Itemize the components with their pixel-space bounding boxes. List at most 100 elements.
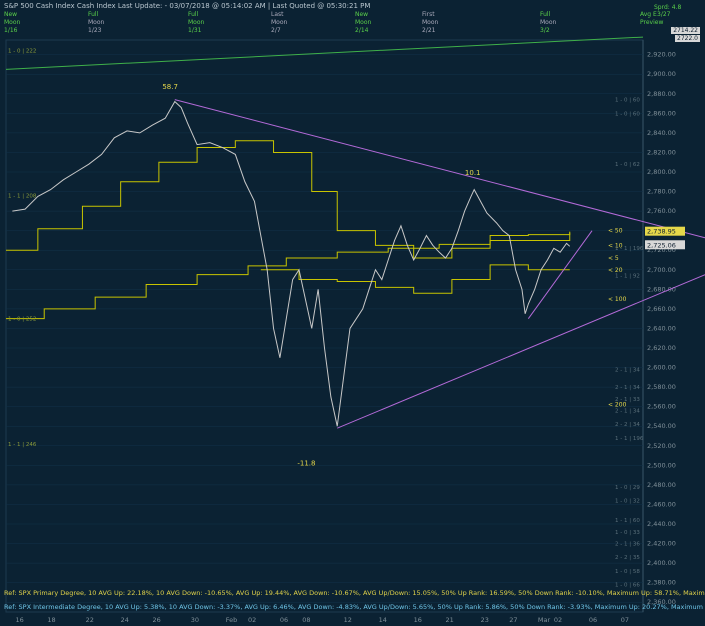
y-tick-label-13: 2,620.00 [647,344,676,352]
y-tick-label-14: 2,640.00 [647,324,676,332]
header-r3-0: 1/16 [4,27,18,34]
right-label-0: 1 - 0 | 60 [615,98,640,104]
y-tick-label-21: 2,780.00 [647,188,676,196]
right-label-10: 1 - 1 | 196 [615,436,644,442]
right-label-1: 1 - 0 | 60 [615,111,640,117]
y-tick-label-4: 2,440.00 [647,520,676,528]
header-r2-5: Moon [422,19,439,26]
y-tick-label-10: 2,560.00 [647,403,676,411]
footer-intermediate-degree: Ref: SPX Intermediate Degree, 10 AVG Up:… [4,603,705,611]
right-label-8: 2 - 1 | 34 [615,409,640,415]
right-label-4: 1 - 1 | 92 [615,274,640,280]
annotation-1: 10.1 [465,169,481,177]
y-tick-label-22: 2,800.00 [647,168,676,176]
right-label-16: 2 - 2 | 35 [615,555,640,561]
header-r2-6: Moon [540,19,557,26]
ma-label-4: < 100 [608,296,627,303]
x-tick-label-0: 16 [16,616,24,624]
right-label-3: 1 - 1 | 196 [615,246,644,252]
header-r1-0: New [4,11,18,18]
header-r1-3: Last [271,11,284,18]
y-tick-label-17: 2,700.00 [647,266,676,274]
price-series [12,100,571,427]
x-tick-label-14: 23 [481,616,489,624]
left-label-1: 1 - 1 | 208 [8,193,37,199]
y-tick-label-20: 2,760.00 [647,207,676,215]
header-r3-3: 2/7 [271,27,281,34]
trend-line-lower [337,274,705,429]
moving-average-100 [6,232,571,320]
x-tick-label-12: 16 [414,616,422,624]
y-tick-label-1: 2,380.00 [647,579,676,587]
y-tick-label-18: 2,720.00 [647,246,676,254]
header-r3-1: 1/23 [88,27,102,34]
ma-label-3: < 20 [608,267,623,274]
x-tick-label-4: 26 [153,616,161,624]
price-tag-0: 2,738.95 [647,228,676,236]
x-tick-label-16: Mar [538,616,551,624]
footer-primary-degree: Ref: SPX Primary Degree, 10 AVG Up: 22.1… [4,589,705,597]
header-r1-2: Full [188,11,199,18]
header-r2-1: Moon [88,19,105,26]
x-tick-label-5: 30 [191,616,199,624]
header-r2-0: Moon [4,19,21,26]
header-r3-6: 3/2 [540,27,550,34]
right-label-13: 1 - 1 | 60 [615,518,640,524]
y-tick-label-11: 2,580.00 [647,383,676,391]
y-tick-label-12: 2,600.00 [647,364,676,372]
left-label-2: 1 - 0 | 252 [8,317,36,323]
moving-average-50 [6,140,571,259]
y-tick-label-5: 2,460.00 [647,500,676,508]
right-label-14: 1 - 0 | 33 [615,530,640,536]
x-tick-label-7: 02 [248,616,256,624]
header-tag-2: 2722.0 [675,35,700,42]
y-tick-label-0: 2,360.00 [647,598,676,606]
right-label-2: 1 - 0 | 62 [615,162,640,168]
y-tick-label-16: 2,680.00 [647,285,676,293]
x-tick-label-18: 06 [589,616,597,624]
x-tick-label-3: 24 [121,616,129,624]
header-r1-1: Full [88,11,99,18]
trend-line-upper [174,99,705,239]
y-tick-label-27: 2,900.00 [647,70,676,78]
right-label-17: 1 - 0 | 58 [615,569,640,575]
moving-average-20 [260,264,570,294]
y-tick-label-8: 2,520.00 [647,442,676,450]
header-tag-1: 2714.22 [671,27,700,34]
y-tick-label-6: 2,480.00 [647,481,676,489]
header-spread: Sprd: 4.8 [654,4,682,11]
y-tick-label-23: 2,820.00 [647,148,676,156]
y-tick-label-26: 2,880.00 [647,90,676,98]
y-tick-label-24: 2,840.00 [647,129,676,137]
header-r2-7: Preview [640,19,664,26]
x-tick-label-10: 12 [344,616,352,624]
header-r3-5: 2/21 [422,27,436,34]
y-tick-label-9: 2,540.00 [647,422,676,430]
price-tag-bg-0 [645,226,685,236]
header-r1-5: First [422,11,435,18]
right-label-15: 2 - 1 | 36 [615,542,640,548]
header-row1: New [4,11,17,18]
right-label-18: 1 - 0 | 66 [615,583,640,589]
y-tick-label-3: 2,420.00 [647,540,676,548]
y-tick-label-25: 2,860.00 [647,109,676,117]
y-tick-label-28: 2,920.00 [647,51,676,59]
x-tick-label-8: 06 [280,616,288,624]
ma-label-0: < 50 [608,228,623,235]
x-tick-label-9: 08 [302,616,310,624]
ma-label-2: < 5 [608,255,619,262]
header-r2-2: Moon [188,19,205,26]
left-label-0: 1 - 0 | 222 [8,49,36,55]
right-label-12: 1 - 0 | 32 [615,498,640,504]
x-tick-label-2: 22 [86,616,94,624]
header-r2-3: Moon [271,19,288,26]
header-r3-2: 1/31 [188,27,202,34]
x-tick-label-11: 14 [379,616,387,624]
x-tick-label-6: Feb [226,616,238,624]
header-r1-7: Avg E [640,11,657,18]
x-tick-label-1: 18 [47,616,55,624]
trend-line-short [527,230,593,319]
price-tag-1: 2,725.06 [647,241,676,249]
